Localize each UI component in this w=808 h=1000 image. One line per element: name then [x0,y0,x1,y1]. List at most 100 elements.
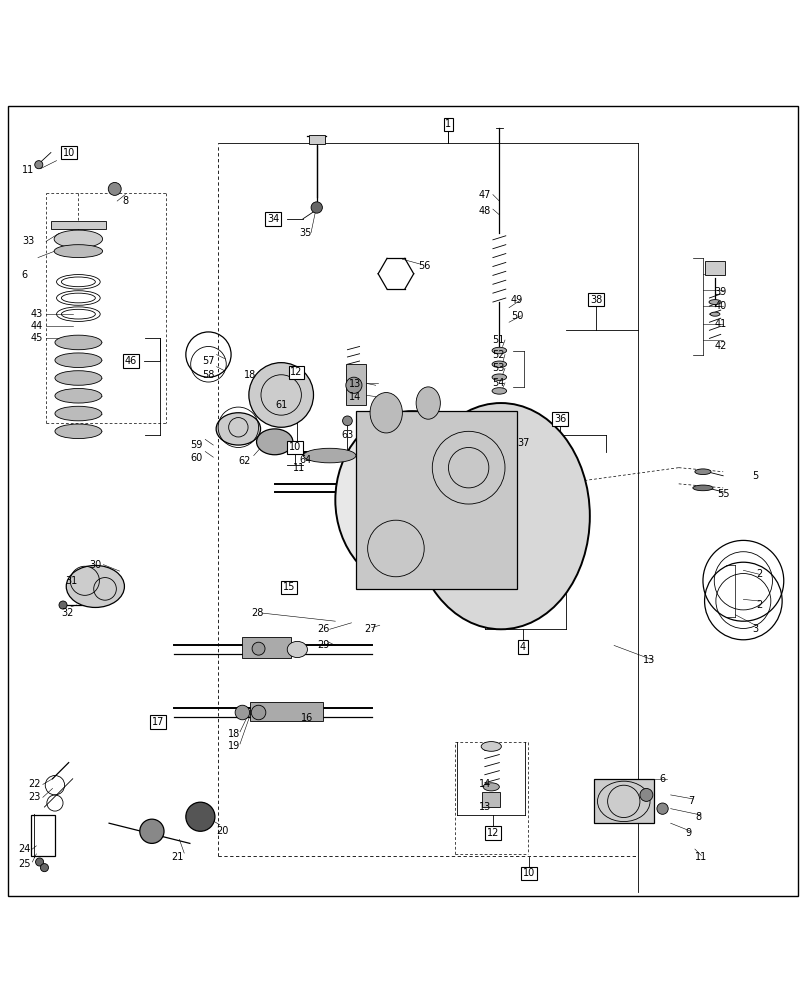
Text: 28: 28 [250,608,263,618]
Ellipse shape [216,413,260,445]
Circle shape [640,788,653,801]
Circle shape [657,803,668,814]
Text: 48: 48 [478,206,491,216]
Text: 33: 33 [22,236,35,246]
Text: 10: 10 [288,442,301,452]
Text: 41: 41 [714,319,727,329]
Text: 5: 5 [752,471,759,481]
Text: 34: 34 [267,214,280,224]
Text: 17: 17 [152,717,165,727]
Ellipse shape [416,387,440,419]
Text: 54: 54 [492,378,505,388]
Text: 59: 59 [190,440,203,450]
Text: 8: 8 [122,196,128,206]
Text: 1: 1 [445,119,452,129]
Text: 9: 9 [685,828,692,838]
Ellipse shape [304,448,356,463]
Bar [594,779,654,823]
Ellipse shape [335,411,489,589]
Text: 56: 56 [418,261,431,271]
Text: 25: 25 [18,859,31,869]
Text: 52: 52 [492,350,505,360]
Text: 11: 11 [695,852,708,862]
Text: 14: 14 [349,392,362,402]
Bar [31,815,55,856]
Text: 23: 23 [28,792,41,802]
Text: 63: 63 [341,430,354,440]
Text: 4: 4 [520,642,526,652]
Circle shape [235,705,250,720]
Circle shape [249,363,314,427]
Text: 12: 12 [486,828,499,838]
Ellipse shape [55,335,102,350]
Text: 19: 19 [228,741,241,751]
Ellipse shape [492,347,507,354]
Ellipse shape [412,403,590,629]
Text: 2: 2 [756,600,763,610]
Text: 46: 46 [124,356,137,366]
Ellipse shape [492,361,507,367]
Text: 11: 11 [292,463,305,473]
Text: 47: 47 [478,190,491,200]
Text: 29: 29 [317,640,330,650]
Ellipse shape [54,230,103,248]
Text: 6: 6 [21,270,27,280]
Ellipse shape [695,469,711,475]
Text: 18: 18 [244,370,257,380]
Text: 31: 31 [65,576,78,586]
Bar [242,637,291,658]
Text: 50: 50 [511,311,524,321]
Text: 30: 30 [89,560,102,570]
Text: 10: 10 [62,148,75,158]
Ellipse shape [482,742,501,751]
Text: 24: 24 [18,844,31,854]
Text: 27: 27 [364,624,377,634]
Text: 36: 36 [553,414,566,424]
Text: 8: 8 [696,812,702,822]
Text: 2: 2 [756,569,763,579]
Ellipse shape [370,393,402,433]
Text: 43: 43 [30,309,43,319]
Circle shape [186,802,215,831]
Ellipse shape [55,353,102,367]
Ellipse shape [55,424,102,439]
Ellipse shape [54,245,103,258]
Bar [51,221,106,229]
Text: 11: 11 [22,165,35,175]
Text: 12: 12 [290,367,303,377]
Circle shape [343,416,352,426]
Text: 21: 21 [171,852,184,862]
Text: 16: 16 [301,713,314,723]
Ellipse shape [710,312,720,316]
Text: 13: 13 [478,802,491,812]
Text: 51: 51 [492,335,505,345]
Text: 49: 49 [511,295,524,305]
Text: 32: 32 [61,608,74,618]
Text: 38: 38 [590,295,603,305]
Text: 3: 3 [752,624,759,634]
Ellipse shape [492,374,507,380]
Ellipse shape [709,300,721,304]
Ellipse shape [55,388,102,403]
Circle shape [108,182,121,195]
Bar [705,261,725,275]
Circle shape [40,864,48,872]
Bar [346,364,366,405]
Text: 6: 6 [659,774,666,784]
Text: 13: 13 [349,379,362,389]
Text: 22: 22 [28,779,41,789]
Text: 60: 60 [190,453,203,463]
Text: 10: 10 [523,868,536,878]
Text: 26: 26 [317,624,330,634]
Text: 53: 53 [492,363,505,373]
Ellipse shape [492,388,507,394]
Ellipse shape [288,641,307,658]
Circle shape [346,377,362,393]
Text: 37: 37 [517,438,530,448]
Ellipse shape [693,485,713,491]
Text: 13: 13 [642,655,655,665]
Text: 15: 15 [283,582,296,592]
Text: 20: 20 [216,826,229,836]
Text: 35: 35 [299,228,312,238]
Text: 18: 18 [228,729,241,739]
